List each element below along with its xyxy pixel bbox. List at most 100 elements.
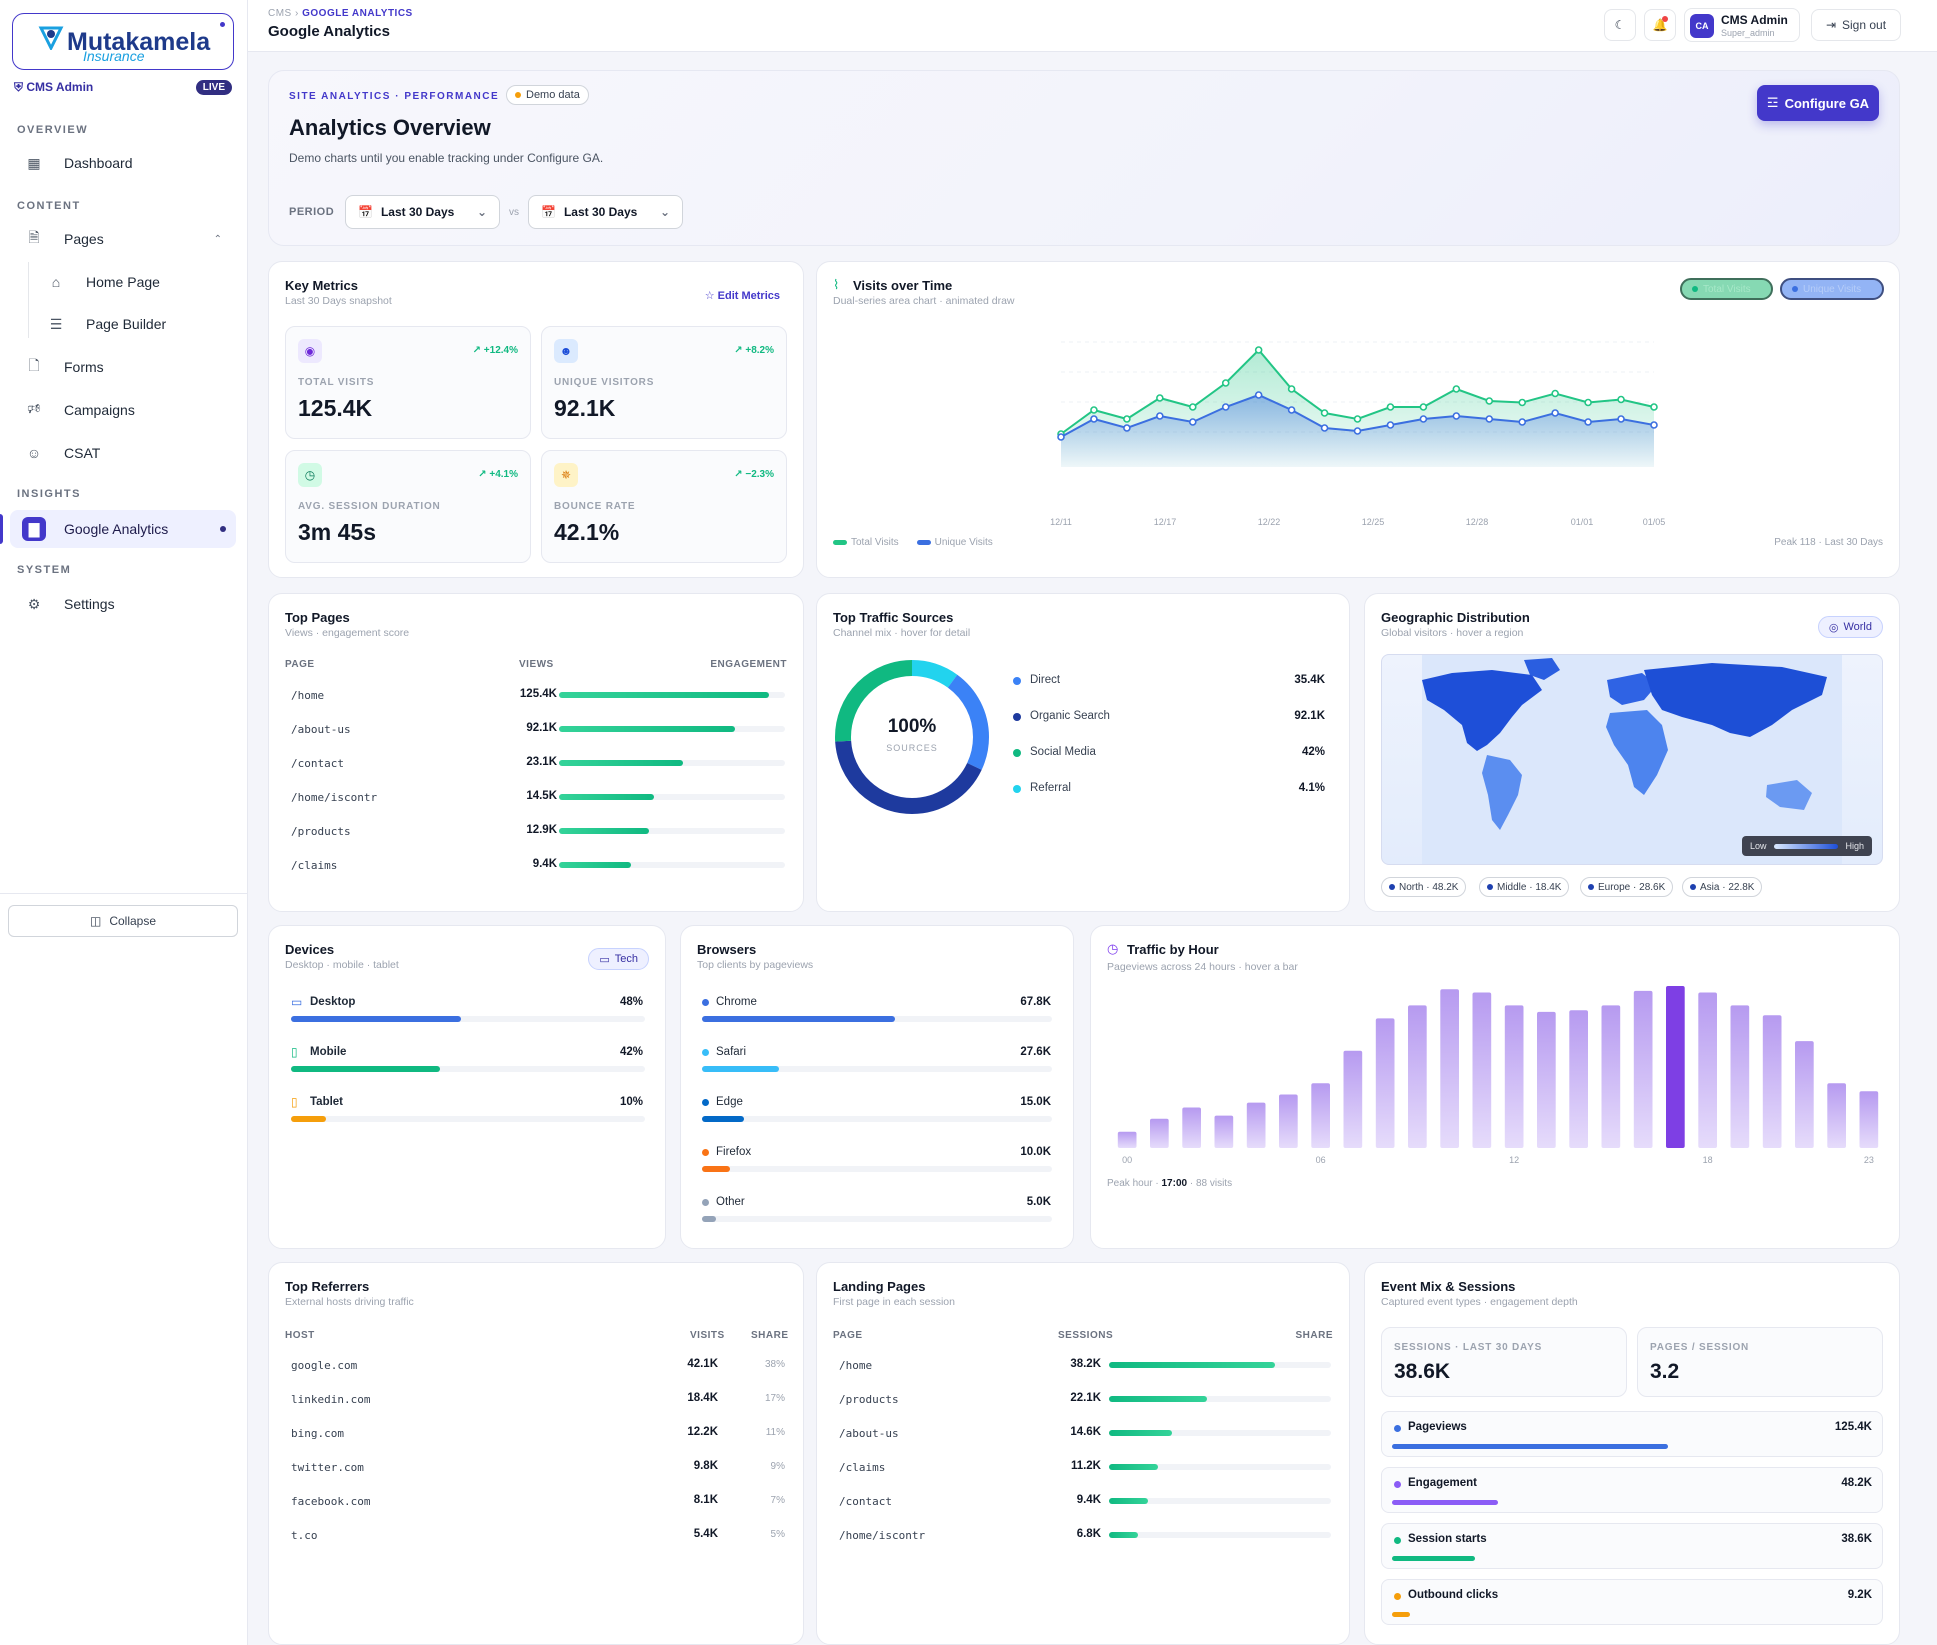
data-point[interactable] <box>1320 409 1329 417</box>
data-point[interactable] <box>1090 406 1098 414</box>
hour-bar[interactable] <box>1214 1115 1234 1148</box>
data-point[interactable] <box>1650 421 1658 429</box>
page-path[interactable]: /contact <box>291 757 344 770</box>
map-south-america[interactable] <box>1482 755 1522 830</box>
data-point[interactable] <box>1221 403 1230 411</box>
landing-path[interactable]: /home/iscontr <box>839 1529 926 1542</box>
landing-path[interactable]: /home <box>839 1359 873 1372</box>
landing-path[interactable]: /about-us <box>839 1427 899 1440</box>
region-chip[interactable]: North · 48.2K <box>1381 877 1467 897</box>
chevron-up-icon[interactable]: ⌃ <box>213 233 222 245</box>
data-point[interactable] <box>1386 403 1395 411</box>
hour-bar[interactable] <box>1795 1041 1814 1148</box>
event-row[interactable]: Outbound clicks 9.2K <box>1381 1579 1883 1625</box>
source-name[interactable]: Referral <box>1030 782 1071 794</box>
map-north-america[interactable] <box>1422 670 1542 751</box>
donut-slice[interactable] <box>835 660 989 814</box>
edit-metrics-button[interactable]: ☆ Edit Metrics <box>705 289 780 302</box>
map-africa[interactable] <box>1606 710 1668 795</box>
tech-badge[interactable]: ▭ Tech <box>588 948 649 970</box>
page-path[interactable]: /home/iscontr <box>291 791 378 804</box>
data-point[interactable] <box>1452 385 1461 393</box>
hour-bar[interactable] <box>1569 1010 1588 1148</box>
page-path[interactable]: /claims <box>291 859 338 872</box>
data-point[interactable] <box>1320 424 1329 432</box>
hour-bar[interactable] <box>1472 992 1492 1149</box>
crumb-root[interactable]: CMS <box>268 8 292 19</box>
toggle-unique-visits[interactable]: Unique Visits <box>1780 278 1884 300</box>
data-point[interactable] <box>1188 418 1197 426</box>
region-chip[interactable]: Middle · 18.4K <box>1479 877 1570 897</box>
data-point[interactable] <box>1518 418 1527 426</box>
hour-bar[interactable] <box>1698 992 1717 1149</box>
world-map[interactable]: Low High <box>1381 654 1883 865</box>
data-point[interactable] <box>1188 403 1197 411</box>
hour-bar[interactable] <box>1408 1005 1427 1148</box>
data-point[interactable] <box>1156 412 1164 420</box>
source-name[interactable]: Organic Search <box>1030 710 1110 722</box>
hour-bar[interactable] <box>1730 1005 1750 1148</box>
hour-bar[interactable] <box>1537 1011 1556 1148</box>
data-point[interactable] <box>1617 395 1625 404</box>
landing-path[interactable]: /claims <box>839 1461 886 1474</box>
hour-bar[interactable] <box>1633 990 1653 1148</box>
notifications-button[interactable]: 🔔 <box>1644 9 1676 41</box>
hour-bar[interactable] <box>1279 1094 1298 1149</box>
hour-bar[interactable] <box>1762 1015 1782 1148</box>
metric-bounce-rate[interactable]: ✵ ↗ −2.3% BOUNCE RATE 42.1% <box>541 450 787 563</box>
landing-path[interactable]: /contact <box>839 1495 892 1508</box>
page-path[interactable]: /products <box>291 825 351 838</box>
metric-total-visits[interactable]: ◉ ↗ +12.4% TOTAL VISITS 125.4K <box>285 326 531 439</box>
hour-bar[interactable] <box>1246 1102 1266 1148</box>
sidebar-item-csat[interactable]: ☺ CSAT <box>10 434 236 472</box>
theme-toggle-button[interactable]: ☾ <box>1604 9 1636 41</box>
referrer-host[interactable]: facebook.com <box>291 1495 371 1508</box>
hour-bar[interactable] <box>1440 989 1459 1148</box>
referrer-host[interactable]: linkedin.com <box>291 1393 371 1406</box>
toggle-total-visits[interactable]: Total Visits <box>1680 278 1773 300</box>
compare-select[interactable]: 📅 Last 30 Days ⌄ <box>528 195 683 229</box>
data-point[interactable] <box>1485 415 1494 423</box>
sidebar-item-page-builder[interactable]: ☰ Page Builder <box>40 305 236 343</box>
data-point[interactable] <box>1485 397 1494 405</box>
hour-bar[interactable] <box>1859 1091 1879 1148</box>
referrer-host[interactable]: twitter.com <box>291 1461 364 1474</box>
hour-bar[interactable] <box>1375 1018 1395 1148</box>
configure-ga-button[interactable]: ☲ Configure GA <box>1757 85 1879 121</box>
data-point[interactable] <box>1254 391 1263 399</box>
event-row[interactable]: Engagement 48.2K <box>1381 1467 1883 1513</box>
hour-bar[interactable] <box>1827 1083 1846 1148</box>
landing-path[interactable]: /products <box>839 1393 899 1406</box>
metric-unique-visitors[interactable]: ☻ ↗ +8.2% UNIQUE VISITORS 92.1K <box>541 326 787 439</box>
data-point[interactable] <box>1650 403 1658 411</box>
hour-bar[interactable] <box>1666 986 1685 1148</box>
data-point[interactable] <box>1584 398 1592 407</box>
hour-bar[interactable] <box>1311 1083 1330 1148</box>
period-select[interactable]: 📅 Last 30 Days ⌄ <box>345 195 500 229</box>
sidebar-item-google-analytics[interactable]: ▇ Google Analytics <box>10 510 236 548</box>
data-point[interactable] <box>1584 418 1592 426</box>
map-greenland[interactable] <box>1524 658 1560 680</box>
page-path[interactable]: /about-us <box>291 723 351 736</box>
hour-bar[interactable] <box>1601 1005 1621 1148</box>
data-point[interactable] <box>1123 415 1131 423</box>
sidebar-item-settings[interactable]: ⚙ Settings <box>10 585 236 623</box>
sidebar-item-dashboard[interactable]: ▦ Dashboard <box>10 144 236 182</box>
referrer-host[interactable]: t.co <box>291 1529 318 1542</box>
data-point[interactable] <box>1353 427 1362 435</box>
hour-bar[interactable] <box>1150 1118 1169 1148</box>
data-point[interactable] <box>1452 412 1461 420</box>
data-point[interactable] <box>1057 433 1065 441</box>
data-point[interactable] <box>1419 403 1428 411</box>
sidebar-item-pages[interactable]: 🗎 Pages ⌃ <box>10 220 236 258</box>
source-name[interactable]: Direct <box>1030 674 1061 686</box>
data-point[interactable] <box>1287 406 1296 414</box>
user-menu[interactable]: CA CMS Admin Super_admin <box>1684 8 1800 42</box>
data-point[interactable] <box>1287 385 1296 393</box>
donut-slice[interactable] <box>835 660 989 814</box>
source-name[interactable]: Social Media <box>1030 746 1096 758</box>
data-point[interactable] <box>1617 415 1625 423</box>
hour-bar[interactable] <box>1343 1050 1363 1148</box>
data-point[interactable] <box>1551 389 1559 398</box>
referrer-host[interactable]: google.com <box>291 1359 358 1372</box>
